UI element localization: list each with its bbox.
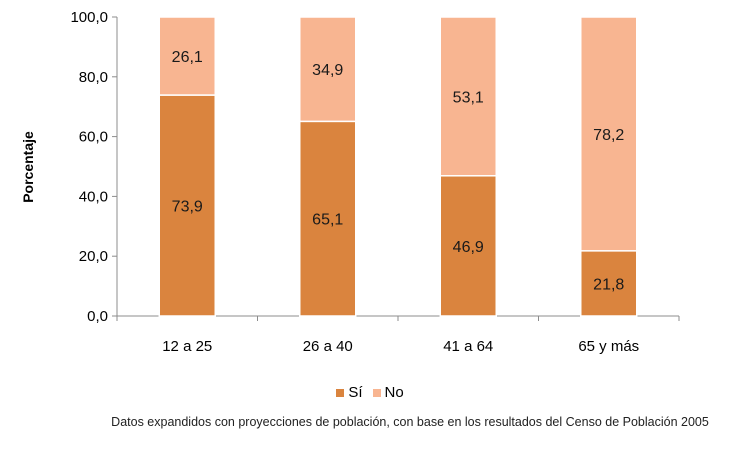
x-tick-label: 41 a 64 (443, 338, 493, 355)
legend-label-si: Sí (348, 384, 363, 401)
data-label: 73,9 (172, 199, 203, 216)
bar-no-2 (299, 16, 357, 123)
legend-label-no: No (384, 384, 404, 401)
bar-no-3 (439, 16, 497, 177)
data-label: 78,2 (593, 127, 624, 144)
y-tick-label: 60,0 (79, 129, 108, 146)
legend-item-no: No (372, 384, 404, 401)
legend-item-si: Sí (336, 384, 363, 401)
data-label: 46,9 (453, 239, 484, 256)
bar-si-1 (158, 94, 216, 317)
x-tick-label: 26 a 40 (303, 338, 353, 355)
legend-swatch-si (336, 388, 345, 397)
legend: Sí No (0, 384, 740, 401)
y-tick-label: 0,0 (87, 308, 108, 325)
data-label: 21,8 (593, 276, 624, 293)
y-tick-label: 40,0 (79, 188, 108, 205)
data-label: 53,1 (453, 89, 484, 106)
y-tick-label: 80,0 (79, 69, 108, 86)
legend-swatch-no (372, 388, 381, 397)
data-label: 34,9 (312, 62, 343, 79)
bar-no-1 (158, 16, 216, 96)
bar-no-4 (580, 16, 638, 252)
y-tick-label: 20,0 (79, 248, 108, 265)
bar-si-2 (299, 120, 357, 317)
data-label: 65,1 (312, 212, 343, 229)
data-label: 26,1 (172, 49, 203, 66)
source-footnote: Datos expandidos con proyecciones de pob… (111, 415, 709, 429)
bar-si-4 (580, 250, 638, 317)
y-axis-title: Porcentaje (20, 131, 36, 203)
y-tick-label: 100,0 (70, 9, 108, 26)
bar-si-3 (439, 175, 497, 317)
x-tick-label: 65 y más (578, 338, 639, 355)
stacked-bar-chart: Porcentaje 0,0 20,0 40,0 60,0 80,0 100,0 73,9 2… (20, 9, 680, 355)
x-tick-label: 12 a 25 (162, 338, 212, 355)
